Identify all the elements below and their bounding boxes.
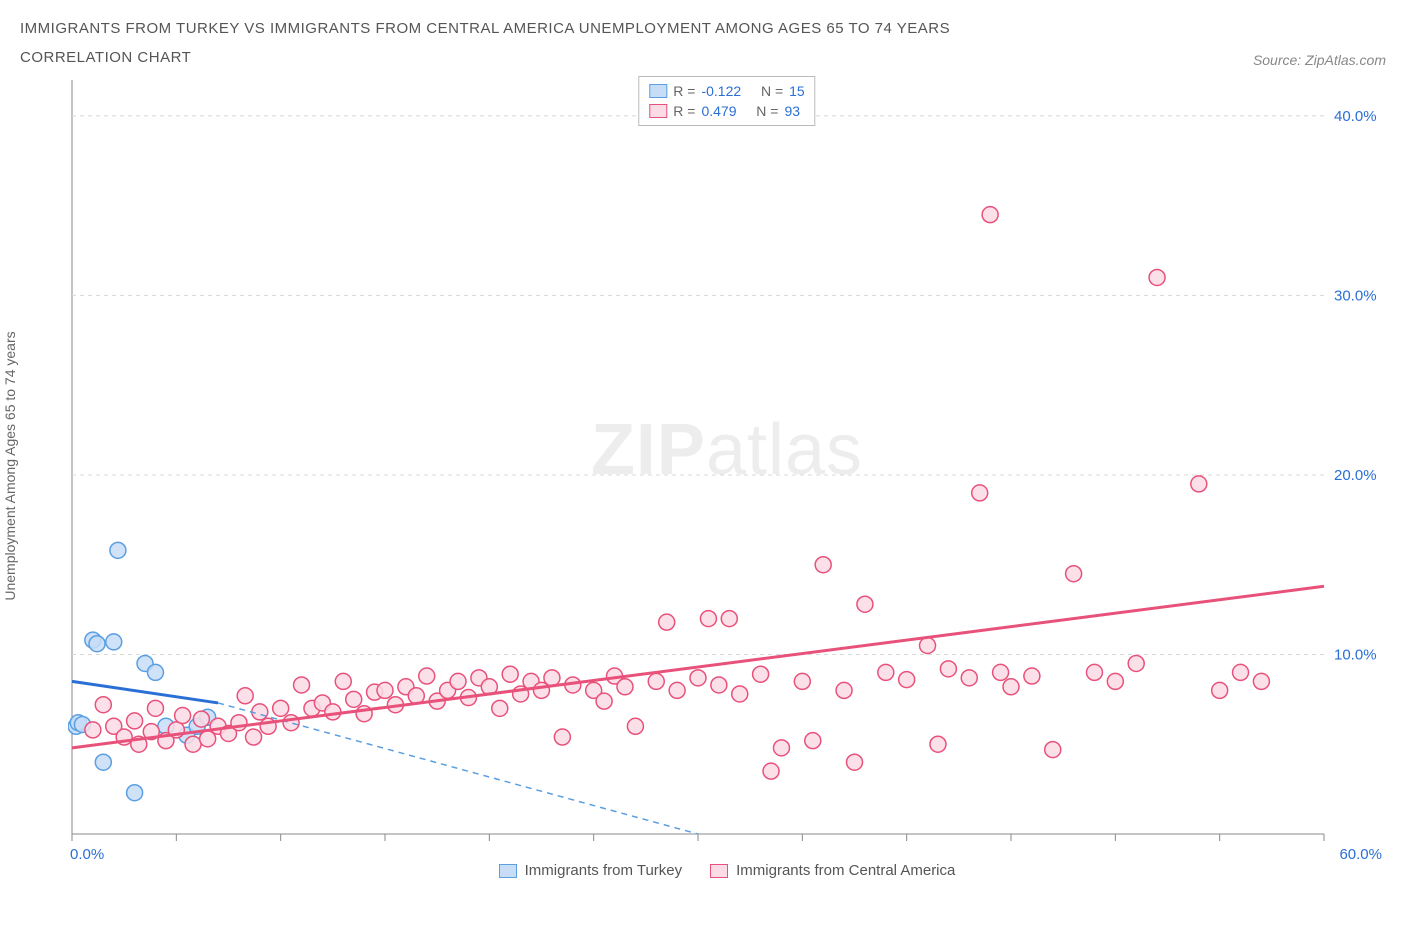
swatch-turkey-icon [499,864,517,878]
legend-item-turkey: Immigrants from Turkey [499,862,683,879]
x-axis-min-label: 0.0% [70,846,104,863]
legend-bottom: Immigrants from Turkey Immigrants from C… [68,862,1386,879]
r-value-turkey: -0.122 [701,83,741,99]
legend-stats-box: R = -0.122 N = 15 R = 0.479 N = 93 [638,76,815,126]
svg-text:10.0%: 10.0% [1334,646,1377,663]
legend-item-central-america: Immigrants from Central America [710,862,955,879]
n-value-central-america: 93 [784,103,800,119]
chart-container: Unemployment Among Ages 65 to 74 years 1… [20,76,1386,856]
svg-text:20.0%: 20.0% [1334,467,1377,484]
n-label: N = [756,103,778,119]
source-credit: Source: ZipAtlas.com [1253,52,1386,68]
chart-title: IMMIGRANTS FROM TURKEY VS IMMIGRANTS FRO… [20,20,950,37]
r-label: R = [673,83,695,99]
svg-text:30.0%: 30.0% [1334,287,1377,304]
n-value-turkey: 15 [789,83,805,99]
svg-text:40.0%: 40.0% [1334,108,1377,125]
y-axis-label: Unemployment Among Ages 65 to 74 years [2,331,18,600]
legend-stats-row-central-america: R = 0.479 N = 93 [649,101,804,121]
scatter-chart-svg: 10.0% 20.0% 30.0% 40.0% [68,76,1388,856]
swatch-turkey-icon [649,84,667,98]
x-axis-max-label: 60.0% [1339,846,1382,863]
chart-subtitle: CORRELATION CHART [20,49,950,66]
chart-header: IMMIGRANTS FROM TURKEY VS IMMIGRANTS FRO… [20,20,1386,68]
source-name: ZipAtlas.com [1305,52,1386,68]
legend-label-central-america: Immigrants from Central America [736,862,955,879]
legend-label-turkey: Immigrants from Turkey [525,862,683,879]
plot-area: 10.0%20.0%30.0%40.0% ZIPatlas R = -0.122… [68,76,1386,856]
swatch-central-america-icon [710,864,728,878]
n-label: N = [761,83,783,99]
swatch-central-america-icon [649,104,667,118]
r-label: R = [673,103,695,119]
r-value-central-america: 0.479 [701,103,736,119]
legend-stats-row-turkey: R = -0.122 N = 15 [649,81,804,101]
source-label: Source: [1253,52,1301,68]
